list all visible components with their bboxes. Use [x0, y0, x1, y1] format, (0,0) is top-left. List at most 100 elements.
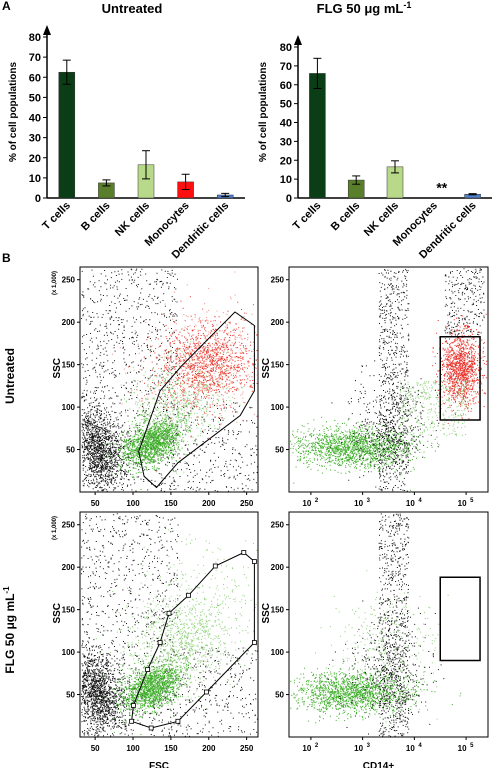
y-tick-label: 200	[62, 563, 76, 572]
gate-vertex	[129, 718, 135, 724]
y-tick-label: 250	[271, 276, 285, 285]
gate-vertex	[241, 550, 247, 555]
y-tick-label: 50	[275, 446, 284, 455]
gate-polygon	[138, 311, 255, 489]
x-tick-label: 150	[164, 499, 178, 508]
flow-plot-flg-fsc: 50 100 150 200 250 (x 1,000) SSC 50 100 150 200 250…	[52, 511, 259, 768]
y-tick-label: 250	[62, 276, 76, 285]
y-tick-label: 50	[66, 691, 75, 700]
bar-chart-untreated: Untreated % of cell populations 0 10 20 30 4…	[8, 1, 245, 261]
x-tick-label: 50	[91, 499, 100, 508]
flow-plot-untreated-fsc: 50 100 150 200 250 (x 1,000) SSC 50 100 150 200 250	[52, 266, 259, 508]
event-dots	[111, 341, 252, 474]
chart-title: FLG 50 μg mL-1	[317, 0, 412, 16]
x-tick-label: 10	[406, 744, 415, 753]
y-axis-arrow	[294, 35, 302, 45]
row-label-flg: FLG 50 μg mL-1	[2, 586, 17, 674]
x-tick-label: 200	[202, 499, 216, 508]
gate-vertex	[157, 640, 163, 645]
gate-vertex	[130, 703, 136, 708]
x-tick-label: 10	[302, 499, 311, 508]
event-dots	[106, 396, 208, 490]
y-tick-label: 70	[29, 52, 41, 64]
y-axis-label: SSC	[52, 603, 63, 624]
x-tick-label: 100	[126, 744, 140, 753]
x-tick-label: 50	[91, 744, 100, 753]
y-axis-label: SSC	[261, 603, 272, 624]
bar-chart-flg: FLG 50 μg mL-1 % of cell populations 0 10…	[258, 0, 492, 261]
bar	[58, 71, 76, 199]
y-tick-label: 10	[29, 173, 41, 185]
y-tick-label: 150	[271, 361, 285, 370]
row-label-untreated: Untreated	[3, 348, 17, 404]
y-tick-label: 40	[29, 113, 41, 125]
y-tick-label: 40	[280, 118, 292, 130]
x-tick-label: T cells	[40, 200, 73, 233]
y-axis-label: % of cell populations	[258, 62, 269, 162]
y-tick-label: 100	[62, 648, 76, 657]
x-axis-label: FSC	[149, 761, 169, 768]
y-tick-label: 200	[62, 318, 76, 327]
y-tick-label: 70	[280, 61, 292, 73]
y-tick-label: 200	[271, 318, 285, 327]
y-multiplier-label: (x 1,000)	[52, 516, 58, 540]
y-tick-label: 250	[271, 521, 285, 530]
panel-label-b: B	[2, 251, 11, 265]
gate-vertex	[186, 592, 192, 598]
x-tick-label: 250	[240, 499, 254, 508]
panel-label-a: A	[2, 0, 11, 13]
gate-vertex	[145, 667, 151, 672]
x-tick-exponent: 2	[315, 743, 319, 749]
event-dots	[97, 646, 194, 735]
x-tick-label: 10	[458, 499, 467, 508]
x-tick-exponent: 3	[367, 743, 371, 749]
gate-polygon	[131, 551, 255, 729]
gate-vertex	[166, 610, 172, 616]
x-tick-label: T cells	[291, 200, 324, 233]
event-dots	[432, 313, 488, 424]
y-tick-label: 250	[62, 521, 76, 530]
y-tick-label: 100	[62, 403, 76, 412]
gate-vertex	[251, 640, 257, 645]
significance-marker: **	[436, 179, 447, 195]
event-dots	[127, 296, 258, 425]
gate-vertex	[203, 689, 209, 695]
y-tick-label: 80	[29, 32, 41, 44]
gate-vertex	[175, 718, 181, 724]
x-tick-exponent: 5	[470, 498, 474, 504]
chart-title: Untreated	[102, 1, 163, 16]
x-tick-label: 10	[354, 744, 363, 753]
y-tick-label: 100	[271, 648, 285, 657]
y-multiplier-label: (x 1,000)	[52, 271, 58, 295]
y-tick-label: 0	[286, 193, 292, 205]
x-tick-exponent: 4	[418, 743, 422, 749]
x-tick-label: 100	[126, 499, 140, 508]
gate-vertex	[148, 725, 154, 731]
x-axis-label: CD14+	[363, 761, 395, 768]
y-tick-label: 50	[66, 446, 75, 455]
x-tick-label: NK cells	[113, 200, 152, 239]
y-tick-label: 80	[280, 42, 292, 54]
x-tick-label: 250	[240, 744, 254, 753]
y-tick-label: 150	[62, 606, 76, 615]
x-tick-label: NK cells	[362, 200, 401, 239]
y-tick-label: 0	[35, 193, 41, 205]
gate-rectangle	[439, 576, 481, 662]
y-tick-label: 20	[280, 155, 292, 167]
gate-rectangle	[439, 336, 481, 421]
y-axis-arrow	[43, 25, 51, 35]
y-tick-label: 30	[280, 136, 292, 148]
gate-vertex	[251, 559, 257, 564]
bar	[309, 73, 326, 199]
y-axis-label: % of cell populations	[8, 62, 19, 162]
y-tick-label: 150	[271, 606, 285, 615]
y-tick-label: 150	[62, 361, 76, 370]
event-dots	[81, 513, 258, 737]
y-tick-label: 20	[29, 153, 41, 165]
x-tick-label: B cells	[329, 200, 363, 234]
y-tick-label: 200	[271, 563, 285, 572]
x-tick-label: 200	[202, 744, 216, 753]
